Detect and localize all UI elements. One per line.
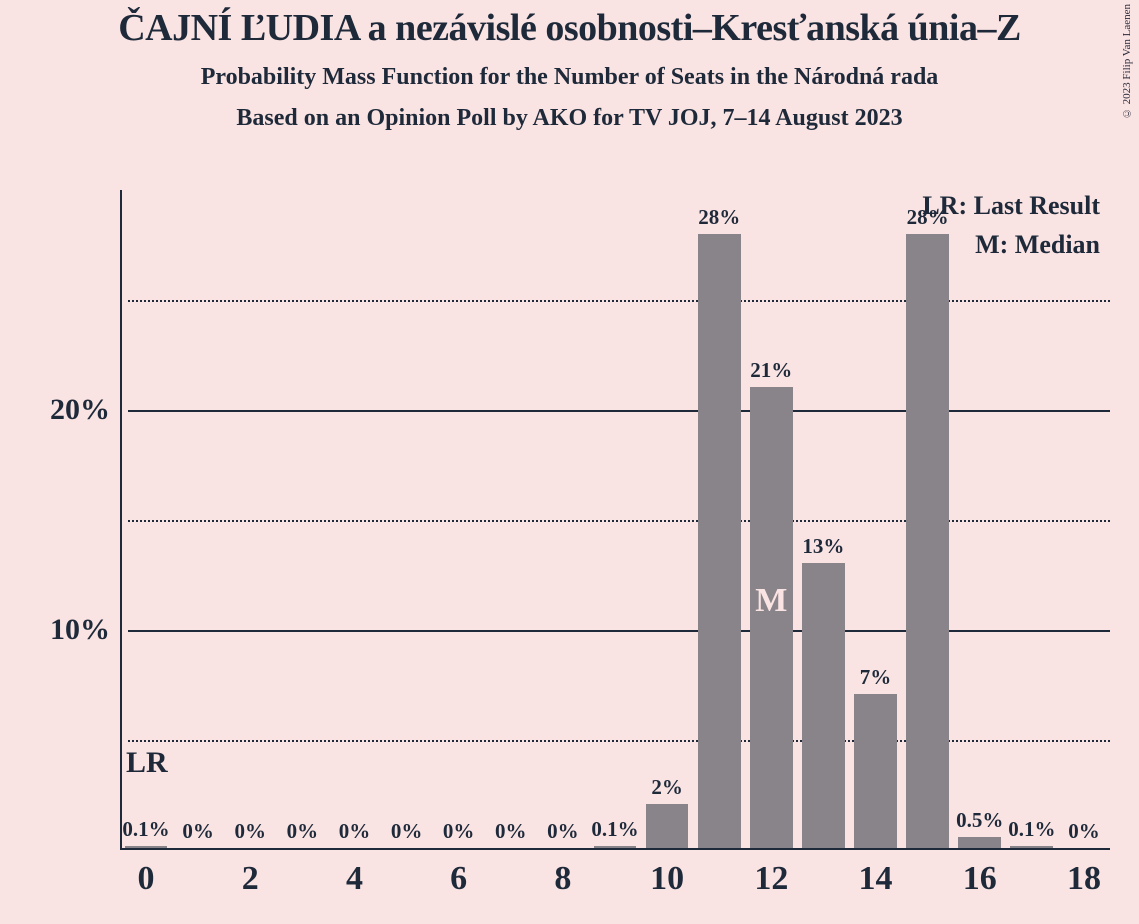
subtitle-poll: Based on an Opinion Poll by AKO for TV J… xyxy=(0,105,1139,132)
bar: 28% xyxy=(698,234,741,848)
x-axis xyxy=(120,848,1110,850)
bar: 2% xyxy=(646,804,689,848)
bar-value-label: 0% xyxy=(339,819,371,848)
bar-value-label: 0% xyxy=(182,819,214,848)
chart-area: LR: Last Result M: Median 10%20% 0.1%0%0… xyxy=(120,190,1110,850)
bar: 0.1% xyxy=(1010,846,1053,848)
x-axis-tick: 10 xyxy=(650,860,684,898)
x-axis-tick: 8 xyxy=(554,860,571,898)
median-marker: M xyxy=(755,582,787,620)
bar-value-label: 0% xyxy=(1068,819,1100,848)
y-axis-label: 10% xyxy=(50,613,110,647)
bar-value-label: 0.1% xyxy=(591,817,638,846)
copyright-text: © 2023 Filip Van Laenen xyxy=(1121,4,1133,119)
bar-value-label: 21% xyxy=(750,358,792,387)
x-axis-tick: 6 xyxy=(450,860,467,898)
subtitle-pmf: Probability Mass Function for the Number… xyxy=(0,64,1139,91)
main-title: ČAJNÍ ĽUDIA a nezávislé osobnosti–Kresťa… xyxy=(0,6,1139,50)
x-axis-tick: 4 xyxy=(346,860,363,898)
lr-marker: LR xyxy=(126,746,168,780)
bar: 0.5% xyxy=(958,837,1001,848)
bar-value-label: 0.1% xyxy=(122,817,169,846)
bar-value-label: 28% xyxy=(907,205,949,234)
bars-container: 0.1%0%0%0%0%0%0%0%0%0.1%2%28%21%13%7%28%… xyxy=(120,190,1110,848)
x-axis-tick: 18 xyxy=(1067,860,1101,898)
title-block: ČAJNÍ ĽUDIA a nezávislé osobnosti–Kresťa… xyxy=(0,0,1139,132)
bar-value-label: 0% xyxy=(547,819,579,848)
bar-value-label: 0% xyxy=(495,819,527,848)
bar-value-label: 0.5% xyxy=(956,808,1003,837)
x-axis-tick: 0 xyxy=(138,860,155,898)
bar-value-label: 0% xyxy=(287,819,319,848)
bar-value-label: 2% xyxy=(651,775,683,804)
x-axis-tick: 2 xyxy=(242,860,259,898)
bar-value-label: 0% xyxy=(443,819,475,848)
x-axis-tick: 16 xyxy=(963,860,997,898)
x-axis-tick: 12 xyxy=(754,860,788,898)
bar-value-label: 7% xyxy=(860,665,892,694)
bar-value-label: 0% xyxy=(235,819,267,848)
bar: 13% xyxy=(802,563,845,848)
bar: 0.1% xyxy=(594,846,637,848)
y-axis-label: 20% xyxy=(50,393,110,427)
bar-value-label: 0.1% xyxy=(1008,817,1055,846)
bar: 0.1% xyxy=(125,846,168,848)
x-axis-tick: 14 xyxy=(859,860,893,898)
bar: 28% xyxy=(906,234,949,848)
bar-value-label: 13% xyxy=(802,534,844,563)
bar: 7% xyxy=(854,694,897,848)
bar-value-label: 28% xyxy=(698,205,740,234)
bar-value-label: 0% xyxy=(391,819,423,848)
